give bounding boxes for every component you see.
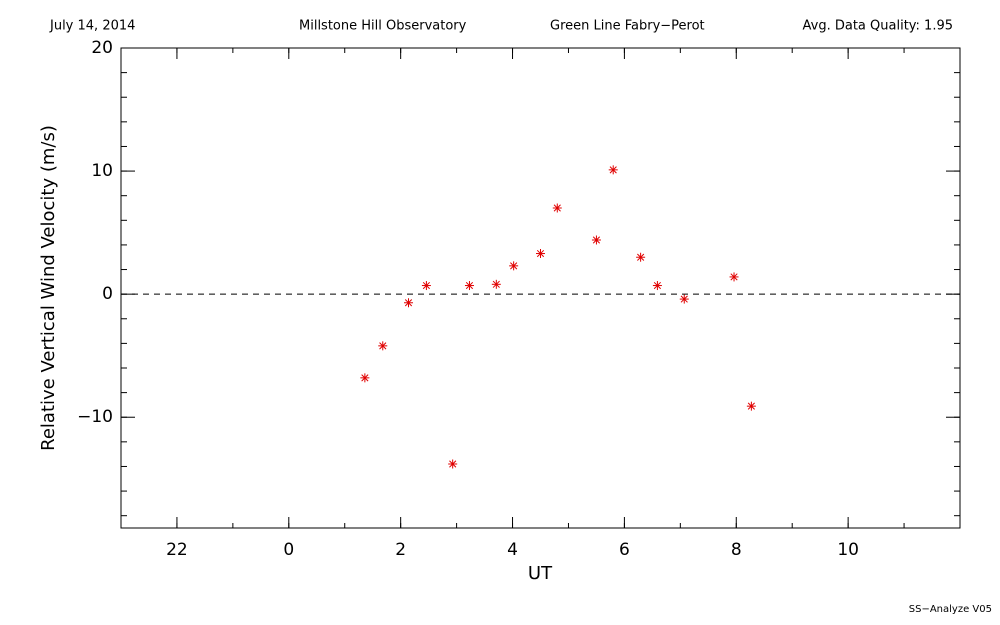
data-point xyxy=(729,272,739,282)
x-tick-label: 4 xyxy=(507,540,518,560)
x-tick-label: 6 xyxy=(619,540,630,560)
header-quality: Avg. Data Quality: 1.95 xyxy=(803,19,953,34)
y-axis-label: Relative Vertical Wind Velocity (m/s) xyxy=(38,125,59,451)
header-date: July 14, 2014 xyxy=(49,19,135,34)
asterisk-stroke xyxy=(404,299,413,307)
y-tick-label: 0 xyxy=(102,284,113,304)
data-point xyxy=(448,459,458,469)
asterisk-stroke xyxy=(379,342,387,350)
x-tick-label: 10 xyxy=(837,540,859,560)
x-tick-label: 2 xyxy=(395,540,406,560)
data-point xyxy=(652,281,662,291)
footer: SS−Analyze V05 xyxy=(909,604,992,615)
data-point xyxy=(536,249,545,259)
x-tick-label: 22 xyxy=(166,540,188,560)
asterisk-stroke xyxy=(730,273,738,281)
asterisk-stroke xyxy=(465,281,474,290)
x-axis-label: UT xyxy=(528,563,553,584)
data-point xyxy=(608,165,618,175)
data-point xyxy=(591,235,601,245)
asterisk-stroke xyxy=(747,402,755,410)
asterisk-stroke xyxy=(536,249,545,258)
data-point xyxy=(491,279,501,289)
data-point xyxy=(509,261,519,271)
data-point xyxy=(464,281,474,291)
asterisk-stroke xyxy=(653,281,661,290)
x-tick-label: 8 xyxy=(731,540,742,560)
data-point xyxy=(679,294,689,304)
asterisk-stroke xyxy=(680,295,688,303)
asterisk-stroke xyxy=(422,281,430,290)
data-point xyxy=(403,298,413,308)
asterisk-stroke xyxy=(361,374,369,382)
y-tick-label: −10 xyxy=(77,407,113,427)
asterisk-stroke xyxy=(637,253,645,261)
data-point xyxy=(746,401,756,411)
data-point xyxy=(378,341,388,351)
data-point xyxy=(360,373,370,383)
data-point xyxy=(636,252,646,262)
y-tick-label: 10 xyxy=(91,161,113,181)
x-tick-label: 0 xyxy=(283,540,294,560)
data-point xyxy=(421,281,431,291)
asterisk-stroke xyxy=(449,460,457,468)
asterisk-stroke xyxy=(510,262,518,270)
asterisk-stroke xyxy=(592,236,601,244)
y-tick-label: 20 xyxy=(91,38,113,58)
header-site: Millstone Hill Observatory xyxy=(299,19,467,34)
asterisk-stroke xyxy=(609,166,617,174)
asterisk-stroke xyxy=(492,280,500,288)
plot-frame xyxy=(120,47,961,529)
asterisk-stroke xyxy=(553,204,561,212)
data-point xyxy=(552,203,562,213)
header-instrument: Green Line Fabry−Perot xyxy=(550,19,705,34)
